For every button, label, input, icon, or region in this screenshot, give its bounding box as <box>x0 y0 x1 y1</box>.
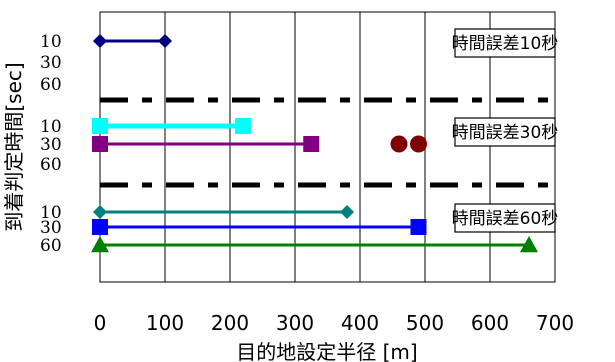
group-label-box <box>454 117 556 147</box>
y-axis-title: 到着判定時間[sec] <box>2 62 26 231</box>
data-point <box>91 236 109 253</box>
x-tick-label: 600 <box>471 311 509 335</box>
x-tick-label: 0 <box>94 311 107 335</box>
group-label: 時間誤差10秒 <box>452 34 559 54</box>
y-tick-label: 30 <box>40 218 62 238</box>
data-point <box>93 205 107 219</box>
data-point <box>92 118 108 134</box>
x-tick-label: 100 <box>146 311 184 335</box>
vertical-grid <box>164 12 491 282</box>
x-tick-label: 700 <box>536 311 574 335</box>
x-axis-title: 目的地設定半径 [m] <box>236 340 417 362</box>
data-point <box>410 219 427 235</box>
data-point <box>390 135 408 153</box>
data-point <box>520 236 538 253</box>
data-point <box>303 136 320 152</box>
data-point <box>158 34 172 48</box>
x-tick-label: 200 <box>211 311 249 335</box>
group-label-box <box>454 203 556 233</box>
y-tick-label: 60 <box>40 236 62 256</box>
data-point <box>340 205 354 219</box>
y-tick-label: 60 <box>40 155 62 175</box>
y-tick-label: 10 <box>40 32 62 52</box>
x-tick-label: 300 <box>276 311 314 335</box>
series-layer <box>91 34 538 253</box>
data-point <box>410 135 427 153</box>
group-label: 時間誤差30秒 <box>452 123 559 143</box>
data-point <box>92 219 108 235</box>
x-tick-label: 400 <box>341 311 379 335</box>
y-tick-label: 10 <box>40 203 62 223</box>
x-tick-labels: 0 100 200 300 400 500 600 700 <box>94 311 574 335</box>
data-point <box>92 136 108 152</box>
y-tick-label: 10 <box>40 117 62 137</box>
group-label: 時間誤差60秒 <box>452 209 559 229</box>
data-point <box>235 118 251 134</box>
y-tick-label: 30 <box>40 53 62 73</box>
x-tick-label: 500 <box>406 311 444 335</box>
group-label-box <box>454 28 556 58</box>
group-separators <box>100 97 555 188</box>
data-point <box>93 34 107 48</box>
y-tick-label: 60 <box>40 75 62 95</box>
y-tick-label: 30 <box>40 135 62 155</box>
